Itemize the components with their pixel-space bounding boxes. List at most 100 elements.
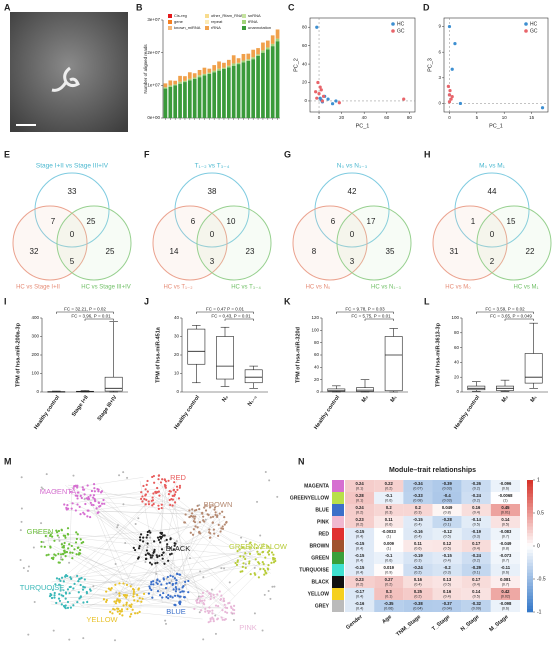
node [201, 599, 204, 602]
x-tick-label: 40 [362, 115, 368, 120]
node [168, 498, 171, 502]
cell-p: (0.4) [414, 583, 421, 587]
node [160, 531, 164, 534]
node [259, 568, 262, 571]
bar-segment [183, 76, 187, 81]
node [75, 553, 78, 556]
row-label: YELLOW [308, 591, 330, 597]
node [157, 478, 160, 481]
node [71, 551, 74, 554]
node [221, 608, 224, 612]
panel-label: A [4, 2, 11, 12]
node [132, 592, 135, 596]
venn-set [196, 205, 272, 281]
edge [96, 504, 223, 603]
node [173, 481, 176, 484]
colorbar-step [527, 522, 533, 527]
node [235, 563, 239, 566]
bracket [504, 318, 534, 321]
node [169, 546, 172, 550]
edge [58, 551, 246, 595]
cell-p: (0.2) [356, 523, 363, 527]
node [230, 606, 233, 610]
node [255, 546, 258, 550]
node [87, 496, 90, 499]
legend-marker [524, 29, 528, 33]
node [266, 551, 269, 554]
node [64, 575, 67, 578]
node [267, 589, 270, 592]
cell-p: (0.7) [502, 559, 509, 563]
node [204, 518, 207, 521]
node [76, 574, 79, 578]
node [59, 558, 62, 561]
node [146, 546, 149, 549]
x-tick-label: 60 [384, 115, 390, 120]
venn-set [34, 172, 110, 248]
venn-set [292, 205, 368, 281]
node [207, 611, 210, 615]
edge [139, 480, 163, 603]
cell [461, 564, 491, 576]
bar-segment [192, 73, 197, 78]
cell-p: (1) [387, 535, 391, 539]
node [239, 570, 242, 573]
node [217, 605, 220, 608]
edge [46, 554, 74, 557]
venn-count: 6 [331, 217, 336, 226]
node [161, 478, 164, 481]
node [125, 596, 128, 599]
colorbar-step [527, 608, 533, 613]
edge [109, 478, 179, 614]
cell-value: -0.33 [413, 493, 423, 498]
y-tick-label: 20 [302, 80, 308, 85]
point [317, 91, 321, 96]
node [171, 596, 174, 599]
node [178, 573, 181, 576]
node [214, 511, 217, 514]
node [256, 500, 259, 503]
node [56, 531, 59, 534]
node [262, 567, 265, 571]
cell-p: (0.4) [443, 559, 450, 563]
venn-count: 10 [227, 217, 236, 226]
cell-value: -0.12 [442, 529, 452, 534]
venn-set [56, 205, 132, 281]
node [76, 546, 79, 550]
node [202, 515, 205, 518]
point [318, 96, 322, 100]
cell-p: (0.4) [473, 511, 480, 515]
y-tick-label: 0 [456, 389, 459, 394]
node [100, 490, 104, 493]
cell-value: -0.15 [413, 517, 423, 522]
node [163, 539, 166, 542]
bar-segment [275, 41, 280, 118]
node [126, 608, 129, 611]
node [165, 545, 169, 548]
bar-segment [217, 68, 221, 71]
x-tick-label: Healthy control [453, 394, 481, 431]
colorbar-step [527, 536, 533, 540]
node [85, 592, 89, 595]
edge [138, 542, 147, 559]
node [156, 486, 159, 490]
node [242, 562, 245, 565]
node [41, 487, 44, 490]
node [58, 583, 61, 586]
node [147, 592, 151, 595]
node [118, 601, 121, 604]
node [167, 479, 170, 482]
cell [461, 492, 491, 504]
colorbar-step [527, 486, 533, 491]
node [209, 617, 212, 620]
cell-p: (0.6) [502, 571, 509, 575]
cell-p: (0.4) [356, 535, 363, 539]
node [97, 490, 100, 493]
edge [44, 532, 255, 549]
y-tick-label: 60 [454, 345, 460, 350]
bracket [56, 311, 114, 314]
bar-segment [226, 67, 231, 118]
edge [72, 546, 133, 605]
cell-p: (0.3) [473, 535, 480, 539]
node [49, 533, 52, 536]
